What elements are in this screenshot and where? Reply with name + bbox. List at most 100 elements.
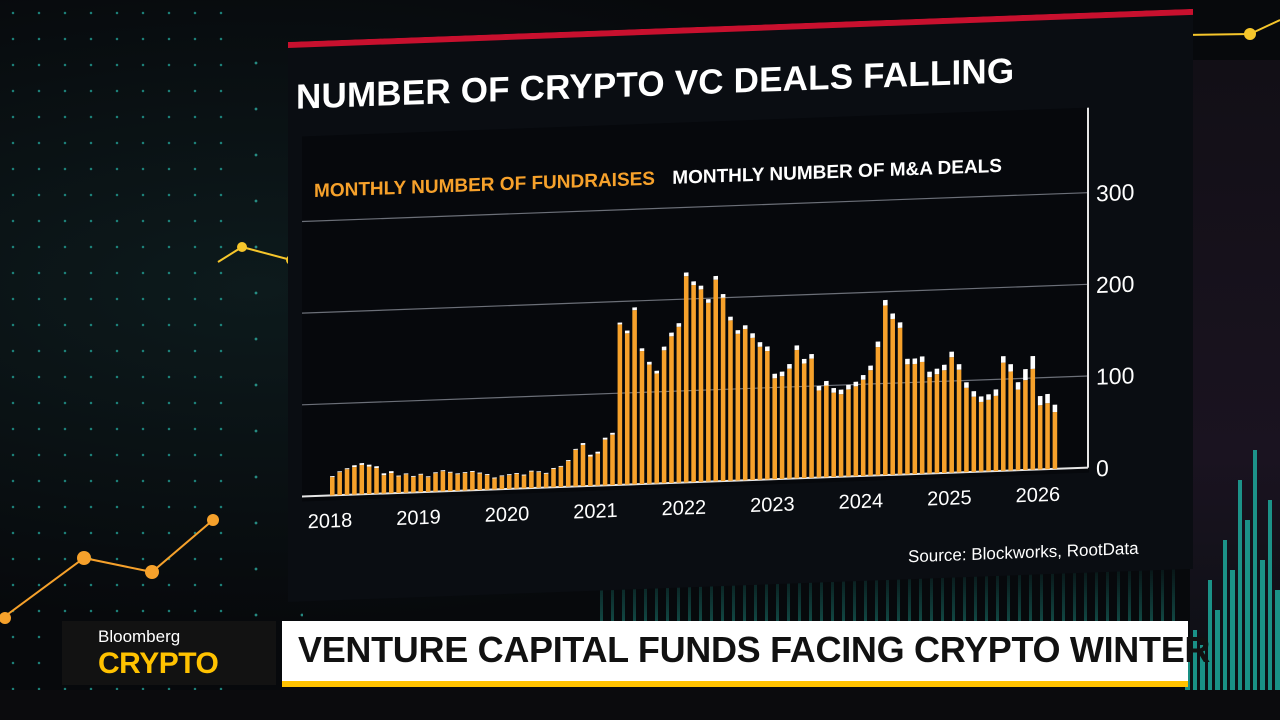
bar-ma-deals <box>433 472 438 474</box>
bar-fundraises <box>403 474 409 493</box>
bar-fundraises <box>735 333 741 481</box>
x-tick-label: 2026 <box>1016 484 1060 508</box>
x-tick-label: 2019 <box>396 506 440 530</box>
bar-ma-deals <box>912 358 918 365</box>
bar-fundraises <box>964 387 969 473</box>
bar-fundraises <box>794 349 800 479</box>
bar-ma-deals <box>551 467 556 470</box>
bar-ma-deals <box>1052 404 1058 413</box>
bar-fundraises <box>905 364 910 475</box>
bar-ma-deals <box>742 325 748 330</box>
banner-headline: VENTURE CAPITAL FUNDS FACING CRYPTO WINT… <box>298 629 1211 670</box>
x-tick-label: 2020 <box>485 503 529 527</box>
y-tick-label: 100 <box>1096 362 1134 389</box>
bar-ma-deals <box>381 473 387 476</box>
bar-ma-deals <box>757 342 763 347</box>
bar-ma-deals <box>529 470 534 472</box>
decor-bar <box>1275 590 1280 700</box>
bar-fundraises <box>986 399 991 472</box>
bar-fundraises <box>411 476 416 493</box>
studio-left-wall <box>0 0 225 720</box>
decor-bar <box>1237 480 1243 700</box>
bar-ma-deals <box>647 361 652 365</box>
bar-ma-deals <box>580 443 586 446</box>
bar-ma-deals <box>949 351 954 358</box>
bar-fundraises <box>912 363 918 475</box>
bar-ma-deals <box>330 476 335 478</box>
bar-ma-deals <box>617 322 623 325</box>
bar-fundraises <box>809 358 814 478</box>
bar-fundraises <box>691 284 696 483</box>
bar-ma-deals <box>477 472 483 474</box>
bar-fundraises <box>330 476 335 496</box>
bar-ma-deals <box>359 463 365 466</box>
bar-ma-deals <box>868 365 873 371</box>
bar-ma-deals <box>809 353 814 359</box>
bar-fundraises <box>455 474 460 491</box>
bar-ma-deals <box>632 307 637 311</box>
bar-ma-deals <box>787 363 792 369</box>
bar-fundraises <box>529 471 534 489</box>
bar-ma-deals <box>418 473 424 475</box>
bar-ma-deals <box>1015 382 1021 390</box>
bar-ma-deals <box>440 470 446 472</box>
bar-fundraises <box>602 439 608 486</box>
bar-fundraises <box>359 464 365 495</box>
bar-ma-deals <box>447 471 453 473</box>
bar-fundraises <box>647 364 652 484</box>
bar-ma-deals <box>470 470 475 472</box>
logo-crypto-text: CRYPTO <box>98 647 219 680</box>
bar-fundraises <box>816 390 822 478</box>
bar-ma-deals <box>506 474 512 476</box>
bar-ma-deals <box>366 464 372 467</box>
bar-ma-deals <box>602 437 608 440</box>
bar-ma-deals <box>411 475 416 477</box>
logo-bloomberg-text: Bloomberg <box>98 627 181 646</box>
bar-fundraises <box>388 472 394 494</box>
bar-ma-deals <box>1030 355 1036 369</box>
bar-ma-deals <box>654 370 660 374</box>
decor-bar <box>1200 645 1205 700</box>
bar-fundraises <box>536 472 542 488</box>
bar-fundraises <box>978 401 984 472</box>
bar-ma-deals <box>964 382 969 388</box>
bar-ma-deals <box>455 473 460 475</box>
bar-ma-deals <box>934 368 940 375</box>
bar-fundraises <box>824 385 829 478</box>
bar-fundraises <box>521 475 527 489</box>
bar-fundraises <box>949 357 954 473</box>
bar-fundraises <box>418 474 424 493</box>
bar-fundraises <box>1015 389 1021 471</box>
bar-ma-deals <box>352 465 357 468</box>
decor-bar <box>1252 450 1258 700</box>
bar-ma-deals <box>403 473 409 475</box>
bar-ma-deals <box>536 471 542 473</box>
bar-fundraises <box>890 318 895 475</box>
bar-fundraises <box>787 368 792 479</box>
bar-ma-deals <box>942 364 947 371</box>
x-tick-label: 2018 <box>308 510 352 534</box>
bar-ma-deals <box>624 330 630 334</box>
bar-ma-deals <box>691 281 696 286</box>
bar-ma-deals <box>514 472 519 475</box>
bar-ma-deals <box>824 380 829 386</box>
bar-ma-deals <box>1023 369 1028 381</box>
bar-fundraises <box>971 396 977 472</box>
bar-ma-deals <box>838 389 844 395</box>
bar-ma-deals <box>698 285 704 290</box>
bar-fundraises <box>868 370 873 476</box>
bar-fundraises <box>344 469 350 495</box>
bar-fundraises <box>440 471 446 492</box>
bar-fundraises <box>639 351 645 485</box>
bar-ma-deals <box>484 474 490 476</box>
bar-fundraises <box>1023 380 1028 471</box>
bar-ma-deals <box>683 272 689 277</box>
bar-fundraises <box>558 466 564 488</box>
decorative-bars-right <box>1185 430 1280 700</box>
bar-ma-deals <box>765 346 770 352</box>
bar-fundraises <box>543 473 549 488</box>
bar-fundraises <box>506 475 512 489</box>
bar-ma-deals <box>639 348 645 352</box>
bar-ma-deals <box>374 466 379 469</box>
